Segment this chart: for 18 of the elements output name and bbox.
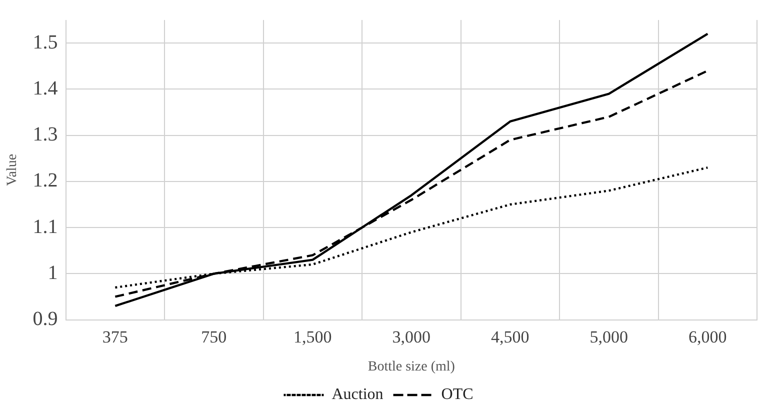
x-tick-label: 5,000: [590, 327, 628, 346]
x-axis-title: Bottle size (ml): [368, 359, 456, 374]
y-tick-label: 1.2: [32, 170, 58, 192]
y-tick-label: 1.1: [32, 216, 58, 238]
x-tick-label: 3,000: [392, 327, 431, 346]
x-tick-label: 750: [201, 327, 227, 346]
y-tick-label: 1.3: [32, 124, 58, 146]
y-tick-label: 0.9: [32, 308, 58, 330]
x-tick-label: 1,500: [294, 327, 332, 346]
y-tick-label: 1: [48, 262, 58, 284]
y-tick-label: 1.4: [32, 77, 58, 100]
x-tick-label: 6,000: [688, 327, 727, 346]
legend-label: OTC: [441, 386, 474, 404]
x-tick-label: 375: [102, 327, 128, 346]
y-tick-label: 1.5: [32, 31, 58, 54]
legend-label: Auction: [332, 386, 384, 404]
y-axis-title: Value: [5, 154, 20, 186]
x-tick-label: 4,500: [491, 327, 530, 346]
